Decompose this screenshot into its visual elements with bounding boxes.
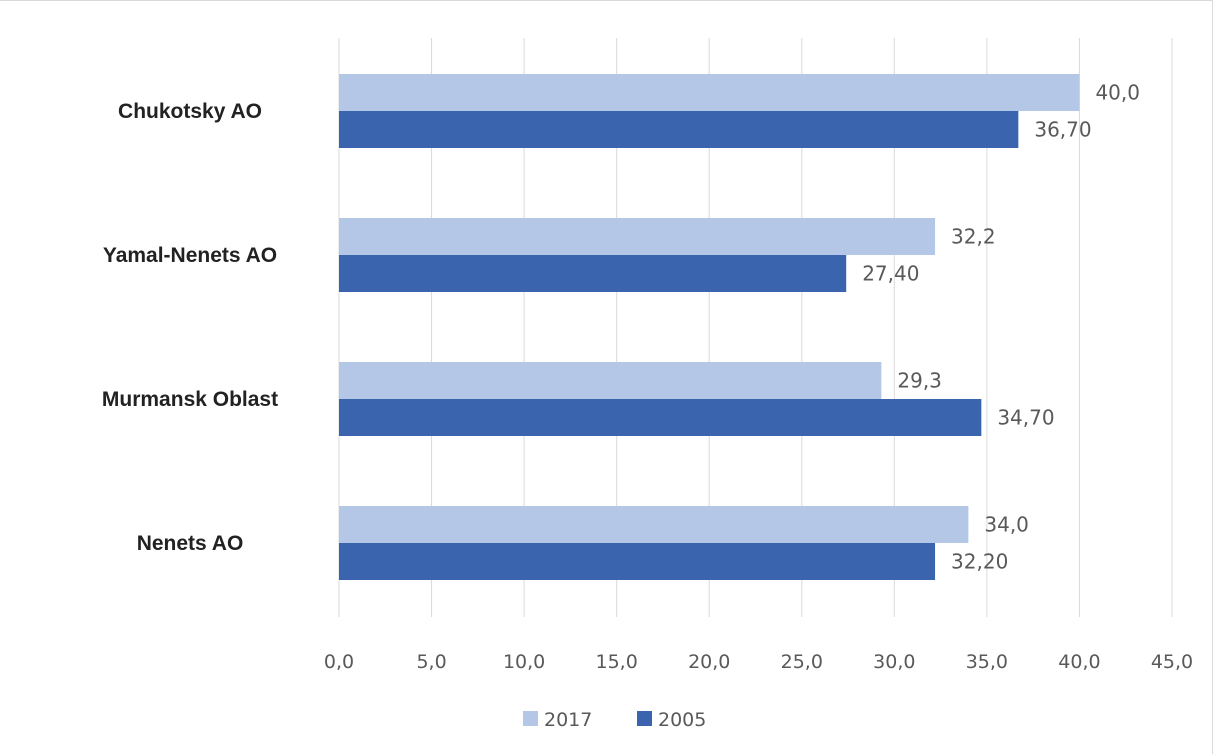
data-label: 36,70 [1034,118,1091,142]
x-tick-label: 15,0 [596,651,638,673]
data-labels: 40,036,70 32,2 27,40 29,3 34,70 34,0 32,20 [862,81,1140,574]
data-label: 32,2 [951,225,996,249]
x-tick-label: 5,0 [416,651,446,673]
x-tick-label: 10,0 [503,651,545,673]
bar-2017-3 [339,506,969,543]
data-label: 27,40 [862,262,919,286]
bar-2005-0 [339,111,1019,148]
legend-swatch-2005 [637,711,652,726]
legend-swatch-2017 [523,711,538,726]
x-tick-label: 25,0 [781,651,823,673]
x-tick-label: 30,0 [873,651,915,673]
category-label: Nenets AO [137,532,244,555]
category-labels: Chukotsky AO Yamal-Nenets AO Murmansk Obla… [102,100,278,555]
bar-2017-1 [339,218,936,255]
bars [339,74,1080,580]
bar-2017-2 [339,362,882,399]
legend-label: 2005 [658,709,706,731]
data-label: 34,70 [997,406,1054,430]
x-tick-label: 20,0 [688,651,730,673]
data-label: 29,3 [897,369,942,393]
bar-2017-0 [339,74,1080,111]
x-tick-label: 45,0 [1151,651,1193,673]
x-axis-tick-labels: 0,0 5,0 10,0 15,0 20,0 25,0 30,0 35,0 40,0 45,0 [324,651,1193,673]
bar-2005-1 [339,255,847,292]
category-label: Murmansk Oblast [102,388,278,411]
data-label: 40,0 [1095,81,1140,105]
category-label: Chukotsky AO [118,100,262,123]
category-label: Yamal-Nenets AO [103,244,277,267]
x-tick-label: 0,0 [324,651,354,673]
x-tick-label: 40,0 [1058,651,1100,673]
data-label: 34,0 [984,513,1029,537]
legend: 2017 2005 [523,709,706,731]
bar-2005-2 [339,399,982,436]
x-tick-label: 35,0 [966,651,1008,673]
data-label: 32,20 [951,550,1008,574]
legend-label: 2017 [544,709,592,731]
bar-2005-3 [339,543,936,580]
